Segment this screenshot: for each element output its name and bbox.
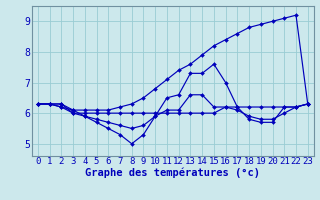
X-axis label: Graphe des températures (°c): Graphe des températures (°c): [85, 168, 260, 178]
